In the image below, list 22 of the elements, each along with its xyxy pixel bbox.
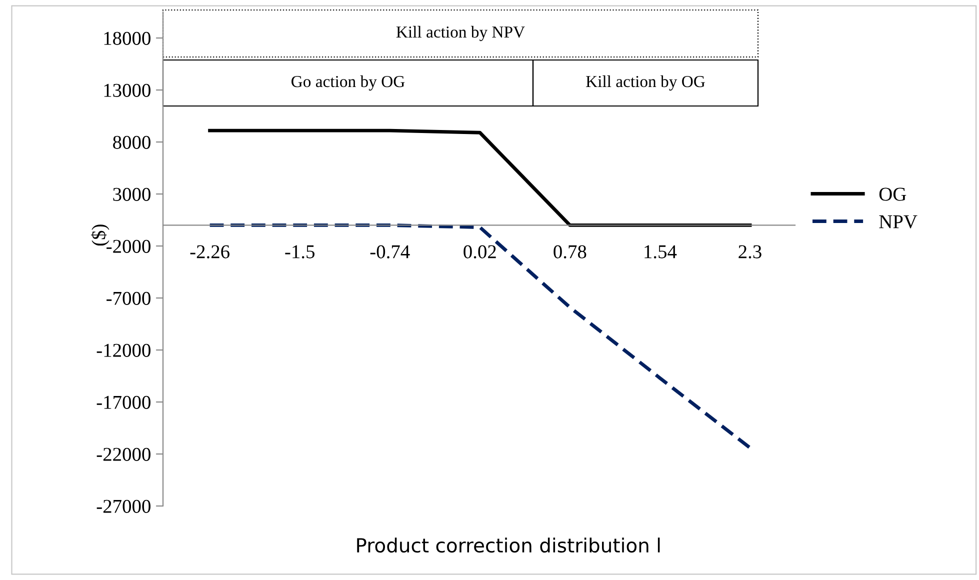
y-tick-label: -12000	[96, 344, 150, 357]
x-tick-label: -2.26	[190, 245, 230, 258]
x-tick-label: 1.54	[644, 245, 677, 258]
x-tick-label: 2.3	[738, 245, 762, 258]
y-tick-label: 18000	[104, 32, 150, 45]
x-tick-label: -1.5	[285, 245, 314, 258]
x-tick-label: -0.74	[370, 245, 410, 258]
x-axis-title: Product correction distribution l	[357, 538, 660, 553]
x-tick-label: 0.78	[554, 245, 586, 258]
y-tick-label: 13000	[104, 84, 150, 97]
annotation: Kill action by NPV	[396, 26, 525, 42]
y-tick-label: -17000	[96, 396, 150, 409]
y-tick-label: 8000	[113, 136, 150, 149]
legend-label: OG	[879, 188, 906, 201]
annotation: Go action by OG	[292, 75, 405, 91]
x-tick-label: 0.02	[464, 245, 496, 258]
y-tick-label: -7000	[106, 292, 150, 305]
y-tick-label: -27000	[96, 500, 150, 513]
y-tick-label: 3000	[113, 188, 150, 201]
legend-label: NPV	[879, 215, 918, 228]
y-tick-label: -22000	[96, 448, 150, 461]
annotation: Kill action by OG	[586, 75, 705, 91]
